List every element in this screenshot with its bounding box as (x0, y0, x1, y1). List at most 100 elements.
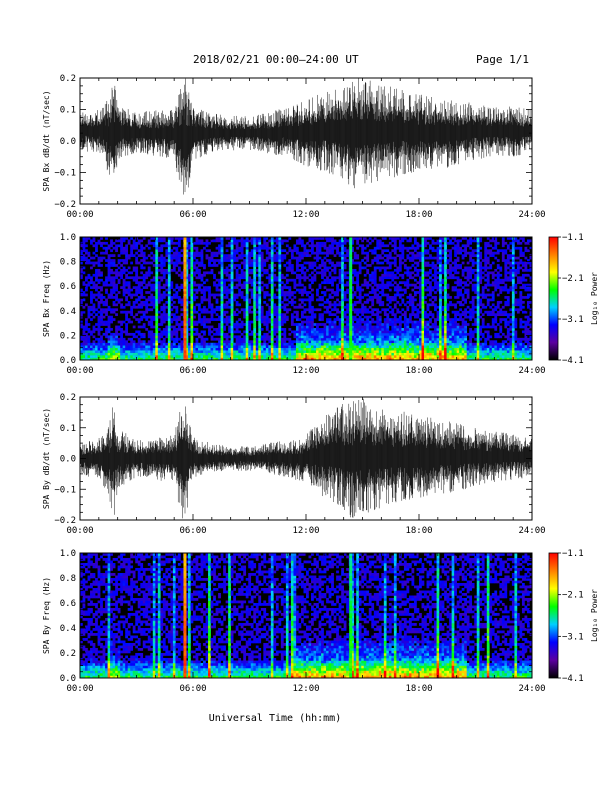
spectrogram-cell (326, 300, 329, 304)
spectrogram-cell (323, 278, 327, 282)
spectrogram-cell (265, 271, 269, 275)
spectrogram-cell (268, 256, 272, 260)
spectrogram-cell (386, 296, 390, 299)
spectrogram-cell (107, 278, 111, 282)
spectrogram-cell (381, 337, 385, 341)
spectrogram-cell (193, 355, 196, 358)
spectrogram-cell (260, 335, 264, 339)
spectrogram-cell (255, 241, 259, 245)
spectrogram-cell (386, 357, 390, 361)
spectrogram-cell (278, 318, 282, 321)
spectrogram-cell (132, 305, 136, 309)
spectrogram-cell (190, 244, 194, 248)
spectrogram-cell (346, 352, 349, 356)
spectrogram-cell (100, 352, 103, 356)
spectrogram-cell (388, 320, 392, 324)
spectrogram-cell (107, 352, 111, 356)
spectrogram-cell (80, 345, 83, 348)
spectrogram-cell (295, 342, 299, 346)
spectrogram-cell (278, 347, 282, 351)
spectrogram-cell (321, 259, 324, 262)
spectrogram-cell (371, 335, 375, 339)
spectrogram-cell (203, 357, 206, 361)
x-tick-label: 06:00 (179, 210, 206, 220)
spectrogram-cell (318, 296, 322, 299)
spectrogram-cell (125, 283, 129, 287)
spectrogram-cell (381, 350, 385, 353)
spectrogram-cell (366, 350, 370, 353)
spectrogram-cell (424, 283, 427, 287)
spectrogram-cell (419, 293, 422, 297)
spectrogram-cell (426, 293, 430, 297)
spectrogram-cell (85, 355, 88, 358)
spectrogram-cell (250, 278, 254, 282)
spectrogram-cell (376, 337, 380, 341)
spectrogram-cell (245, 293, 249, 297)
spectrogram-cell (338, 271, 342, 275)
spectrogram-cell (250, 268, 254, 272)
spectrogram-cell (378, 325, 382, 329)
spectrogram-cell (205, 355, 209, 358)
spectrogram-cell (122, 246, 126, 250)
spectrogram-cell (290, 291, 294, 294)
spectrogram-cell (346, 283, 349, 287)
spectrogram-cell (376, 241, 380, 245)
spectrogram-cell (255, 342, 259, 346)
spectrogram-cell (333, 246, 337, 250)
spectrogram-cell (424, 350, 427, 353)
spectrogram-cell (316, 266, 319, 270)
spectrogram-cell (193, 350, 196, 353)
spectrogram-cell (248, 342, 252, 346)
spectrogram-cell (80, 298, 83, 302)
spectrogram-cell (135, 352, 139, 356)
spectrogram-cell (316, 308, 319, 312)
spectrogram-cell (358, 298, 362, 302)
spectrogram-cell (391, 296, 395, 299)
spectrogram-cell (193, 251, 196, 255)
spectrogram-cell (213, 251, 216, 255)
spectrogram-cell (280, 293, 284, 297)
spectrogram-cell (215, 308, 219, 312)
spectrogram-cell (368, 347, 372, 351)
spectrogram-cell (265, 315, 269, 319)
spectrogram-cell (371, 332, 375, 336)
spectrogram-cell (155, 246, 159, 250)
spectrogram-cell (155, 239, 159, 243)
spectrogram-cell (263, 355, 267, 358)
spectrogram-cell (180, 303, 184, 307)
spectrogram-cell (356, 276, 360, 280)
spectrogram-cell (298, 330, 302, 334)
spectrogram-cell (341, 303, 344, 307)
spectrogram-cell (195, 330, 199, 334)
spectrogram-cell (436, 325, 440, 329)
spectrogram-cell (290, 268, 294, 272)
spectrogram-cell (318, 357, 322, 361)
spectrogram-cell (333, 340, 337, 344)
spectrogram-cell (398, 249, 402, 253)
spectrogram-cell (167, 288, 171, 292)
spectrogram-cell (235, 308, 239, 312)
spectrogram-cell (328, 271, 332, 275)
spectrogram-cell (273, 313, 277, 317)
spectrogram-cell (293, 291, 297, 294)
spectrogram-cell (333, 350, 337, 353)
spectrogram-cell (419, 254, 422, 257)
spectrogram-cell (388, 337, 392, 341)
spectrogram-cell (328, 266, 332, 270)
spectrogram-cell (343, 291, 347, 294)
spectrogram-cell (170, 337, 174, 341)
spectrogram-cell (82, 340, 86, 344)
spectrogram-cell (298, 323, 302, 326)
spectrogram-cell (413, 291, 417, 294)
spectrogram-cell (172, 246, 176, 250)
spectrogram-cell (273, 249, 277, 253)
spectrogram-cell (87, 283, 91, 287)
spectrogram-cell (240, 254, 244, 257)
spectrogram-cell (97, 315, 101, 319)
spectrogram-cell (150, 357, 154, 361)
spectrogram-cell (424, 237, 427, 240)
spectrogram-cell (198, 271, 201, 275)
spectrogram-cell (431, 335, 435, 339)
spectrogram-cell (240, 256, 244, 260)
spectrogram-cell (353, 300, 357, 304)
